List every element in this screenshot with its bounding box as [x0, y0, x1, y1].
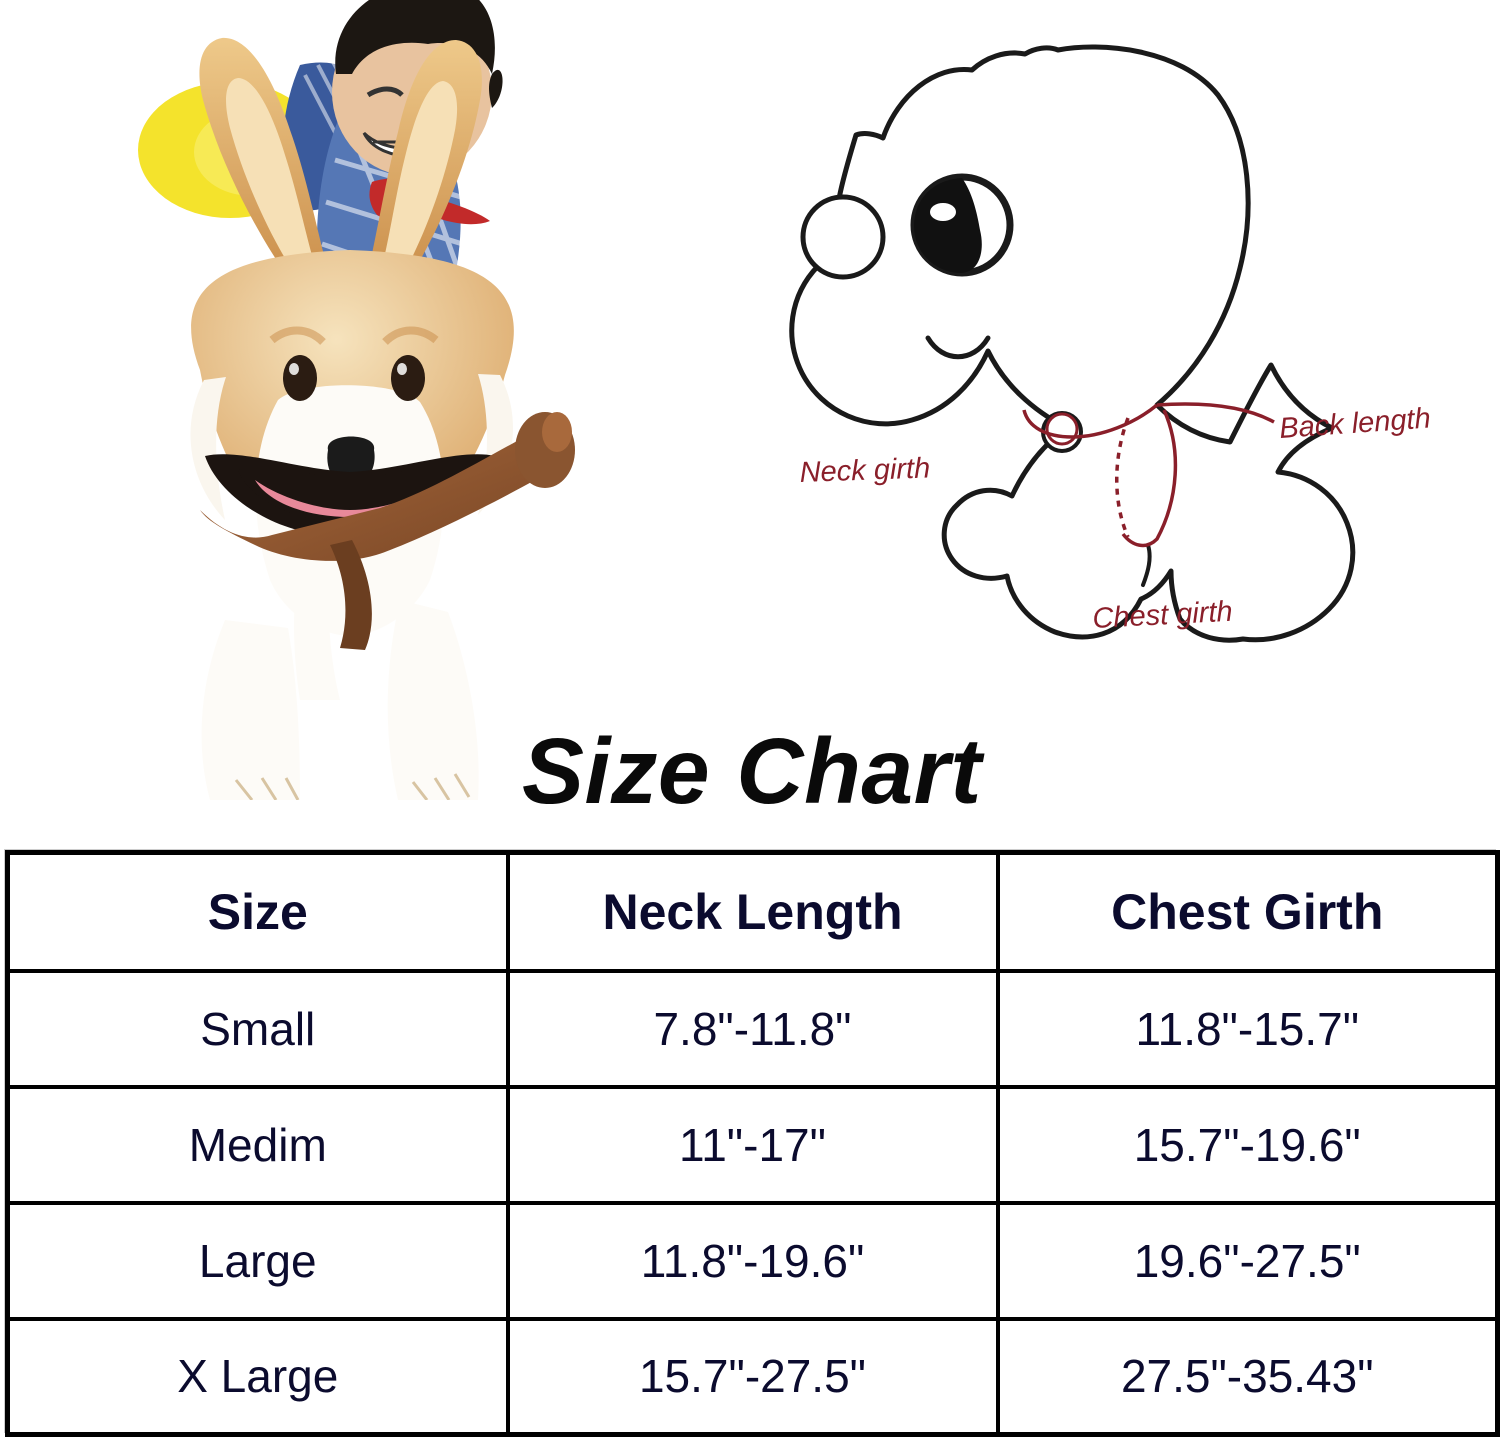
svg-text:Neck girth: Neck girth [799, 452, 931, 489]
svg-text:Chest girth: Chest girth [1092, 596, 1234, 635]
